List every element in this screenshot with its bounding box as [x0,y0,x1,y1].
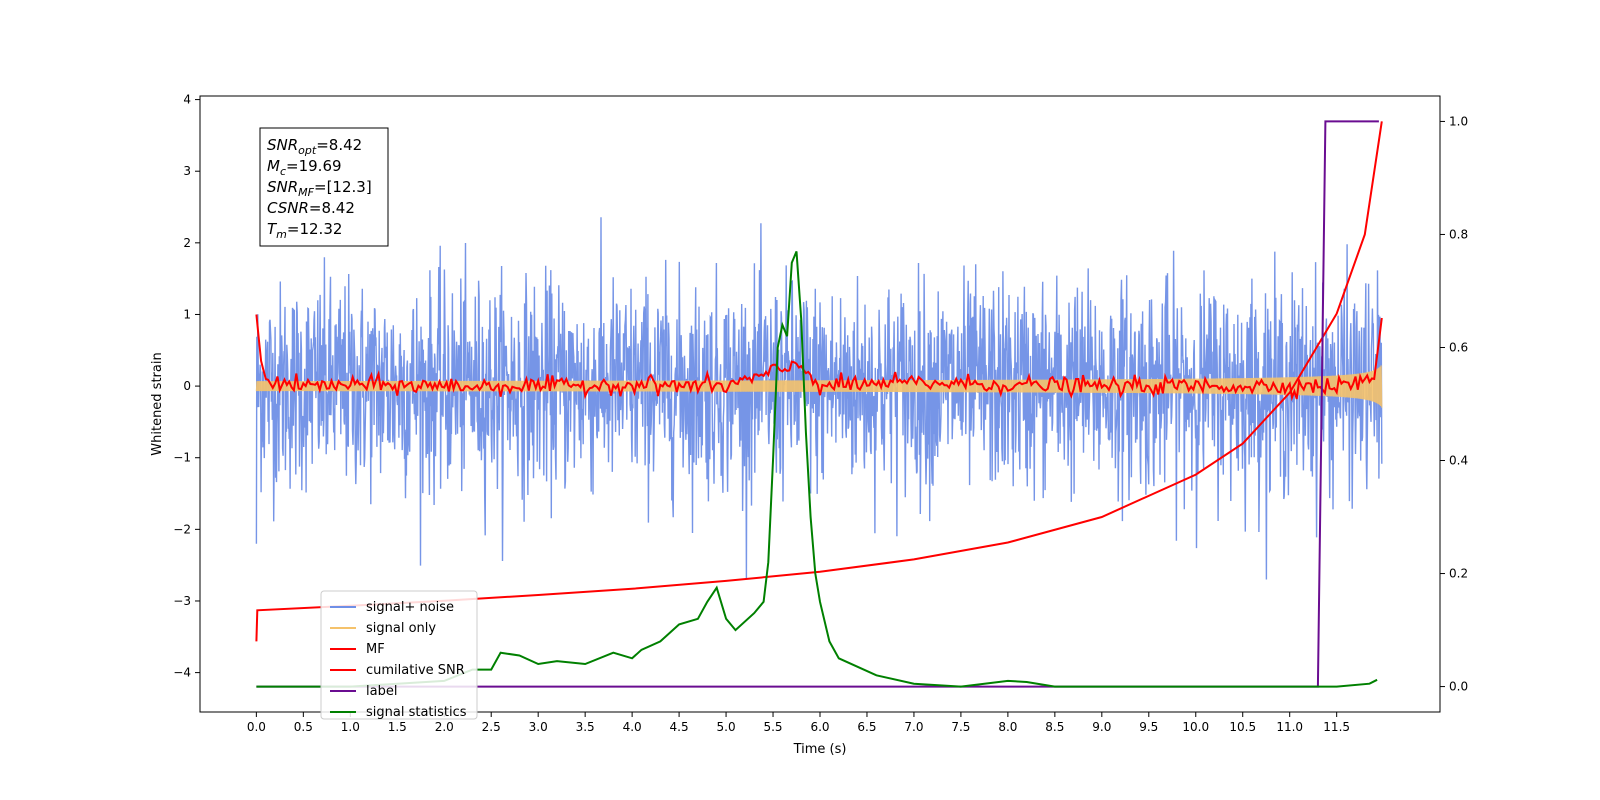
legend: signal+ noise signal only MF cumilative SNR… [320,590,478,720]
x-tick-label: 10.0 [1182,720,1209,734]
y-right-tick-label: 0.6 [1449,340,1468,354]
y-left-tick-label: −3 [173,594,191,608]
y-left-tick-label: 1 [183,307,191,321]
x-tick-label: 8.0 [998,720,1017,734]
y-axis-left: 4 3 2 1 0 −1 −2 −3 −4 [173,93,200,680]
y-left-tick-label: 2 [183,236,191,250]
annotation-line: Tm=12.32 [267,220,342,241]
legend-label: signal statistics [366,705,467,720]
y-right-tick-label: 1.0 [1449,114,1468,128]
x-tick-label: 6.5 [857,720,876,734]
x-tick-label: 2.5 [482,720,501,734]
legend-label: signal only [366,621,436,636]
y-left-tick-label: 4 [183,93,191,107]
x-tick-label: 3.5 [576,720,595,734]
legend-label: signal+ noise [366,600,454,615]
annotation-line: CSNR=8.42 [267,199,355,217]
annotation-line: SNRMF=[12.3] [267,178,372,199]
annotation-box: SNRopt=8.42Mc=19.69SNRMF=[12.3]CSNR=8.42… [259,127,389,247]
x-tick-label: 4.5 [670,720,689,734]
x-tick-label: 3.0 [529,720,548,734]
x-axis: 0.0 0.5 1.0 1.5 2.0 2.5 3.0 3.5 4.0 4.5 5.0 5.5 6.0 6… [247,712,1350,734]
y-right-tick-label: 0.4 [1449,454,1468,468]
x-tick-label: 5.0 [717,720,736,734]
legend-label: cumilative SNR [366,663,465,678]
y-left-tick-label: −2 [173,522,191,536]
y-axis-right: 1.0 0.8 0.6 0.4 0.2 0.0 [1440,114,1468,694]
x-tick-label: 11.5 [1323,720,1350,734]
legend-label: MF [366,642,385,657]
x-tick-label: 1.0 [341,720,360,734]
x-tick-label: 8.5 [1045,720,1064,734]
x-tick-label: 5.5 [763,720,782,734]
x-tick-label: 7.0 [904,720,923,734]
x-tick-label: 0.0 [247,720,266,734]
x-tick-label: 1.5 [388,720,407,734]
x-tick-label: 11.0 [1276,720,1303,734]
y-left-tick-label: −4 [173,666,191,680]
series-signal-statistics [256,251,1378,688]
legend-label: label [366,684,397,699]
series-mf [255,314,1383,402]
x-tick-label: 6.0 [810,720,829,734]
x-axis-label: Time (s) [793,742,847,757]
x-tick-label: 4.0 [623,720,642,734]
y-left-tick-label: −1 [173,451,191,465]
y-axis-label: Whitened strain [150,352,165,455]
x-tick-label: 2.0 [435,720,454,734]
y-left-tick-label: 3 [183,164,191,178]
x-tick-label: 9.0 [1092,720,1111,734]
x-tick-label: 0.5 [294,720,313,734]
x-tick-label: 10.5 [1229,720,1256,734]
series-label [256,120,1379,688]
y-right-tick-label: 0.0 [1449,680,1468,694]
x-tick-label: 9.5 [1139,720,1158,734]
annotation-line: SNRopt=8.42 [267,136,362,157]
x-tick-label: 7.5 [951,720,970,734]
y-right-tick-label: 0.8 [1449,227,1468,241]
annotation-line: Mc=19.69 [267,157,342,178]
y-left-tick-label: 0 [183,379,191,393]
y-right-tick-label: 0.2 [1449,567,1468,581]
